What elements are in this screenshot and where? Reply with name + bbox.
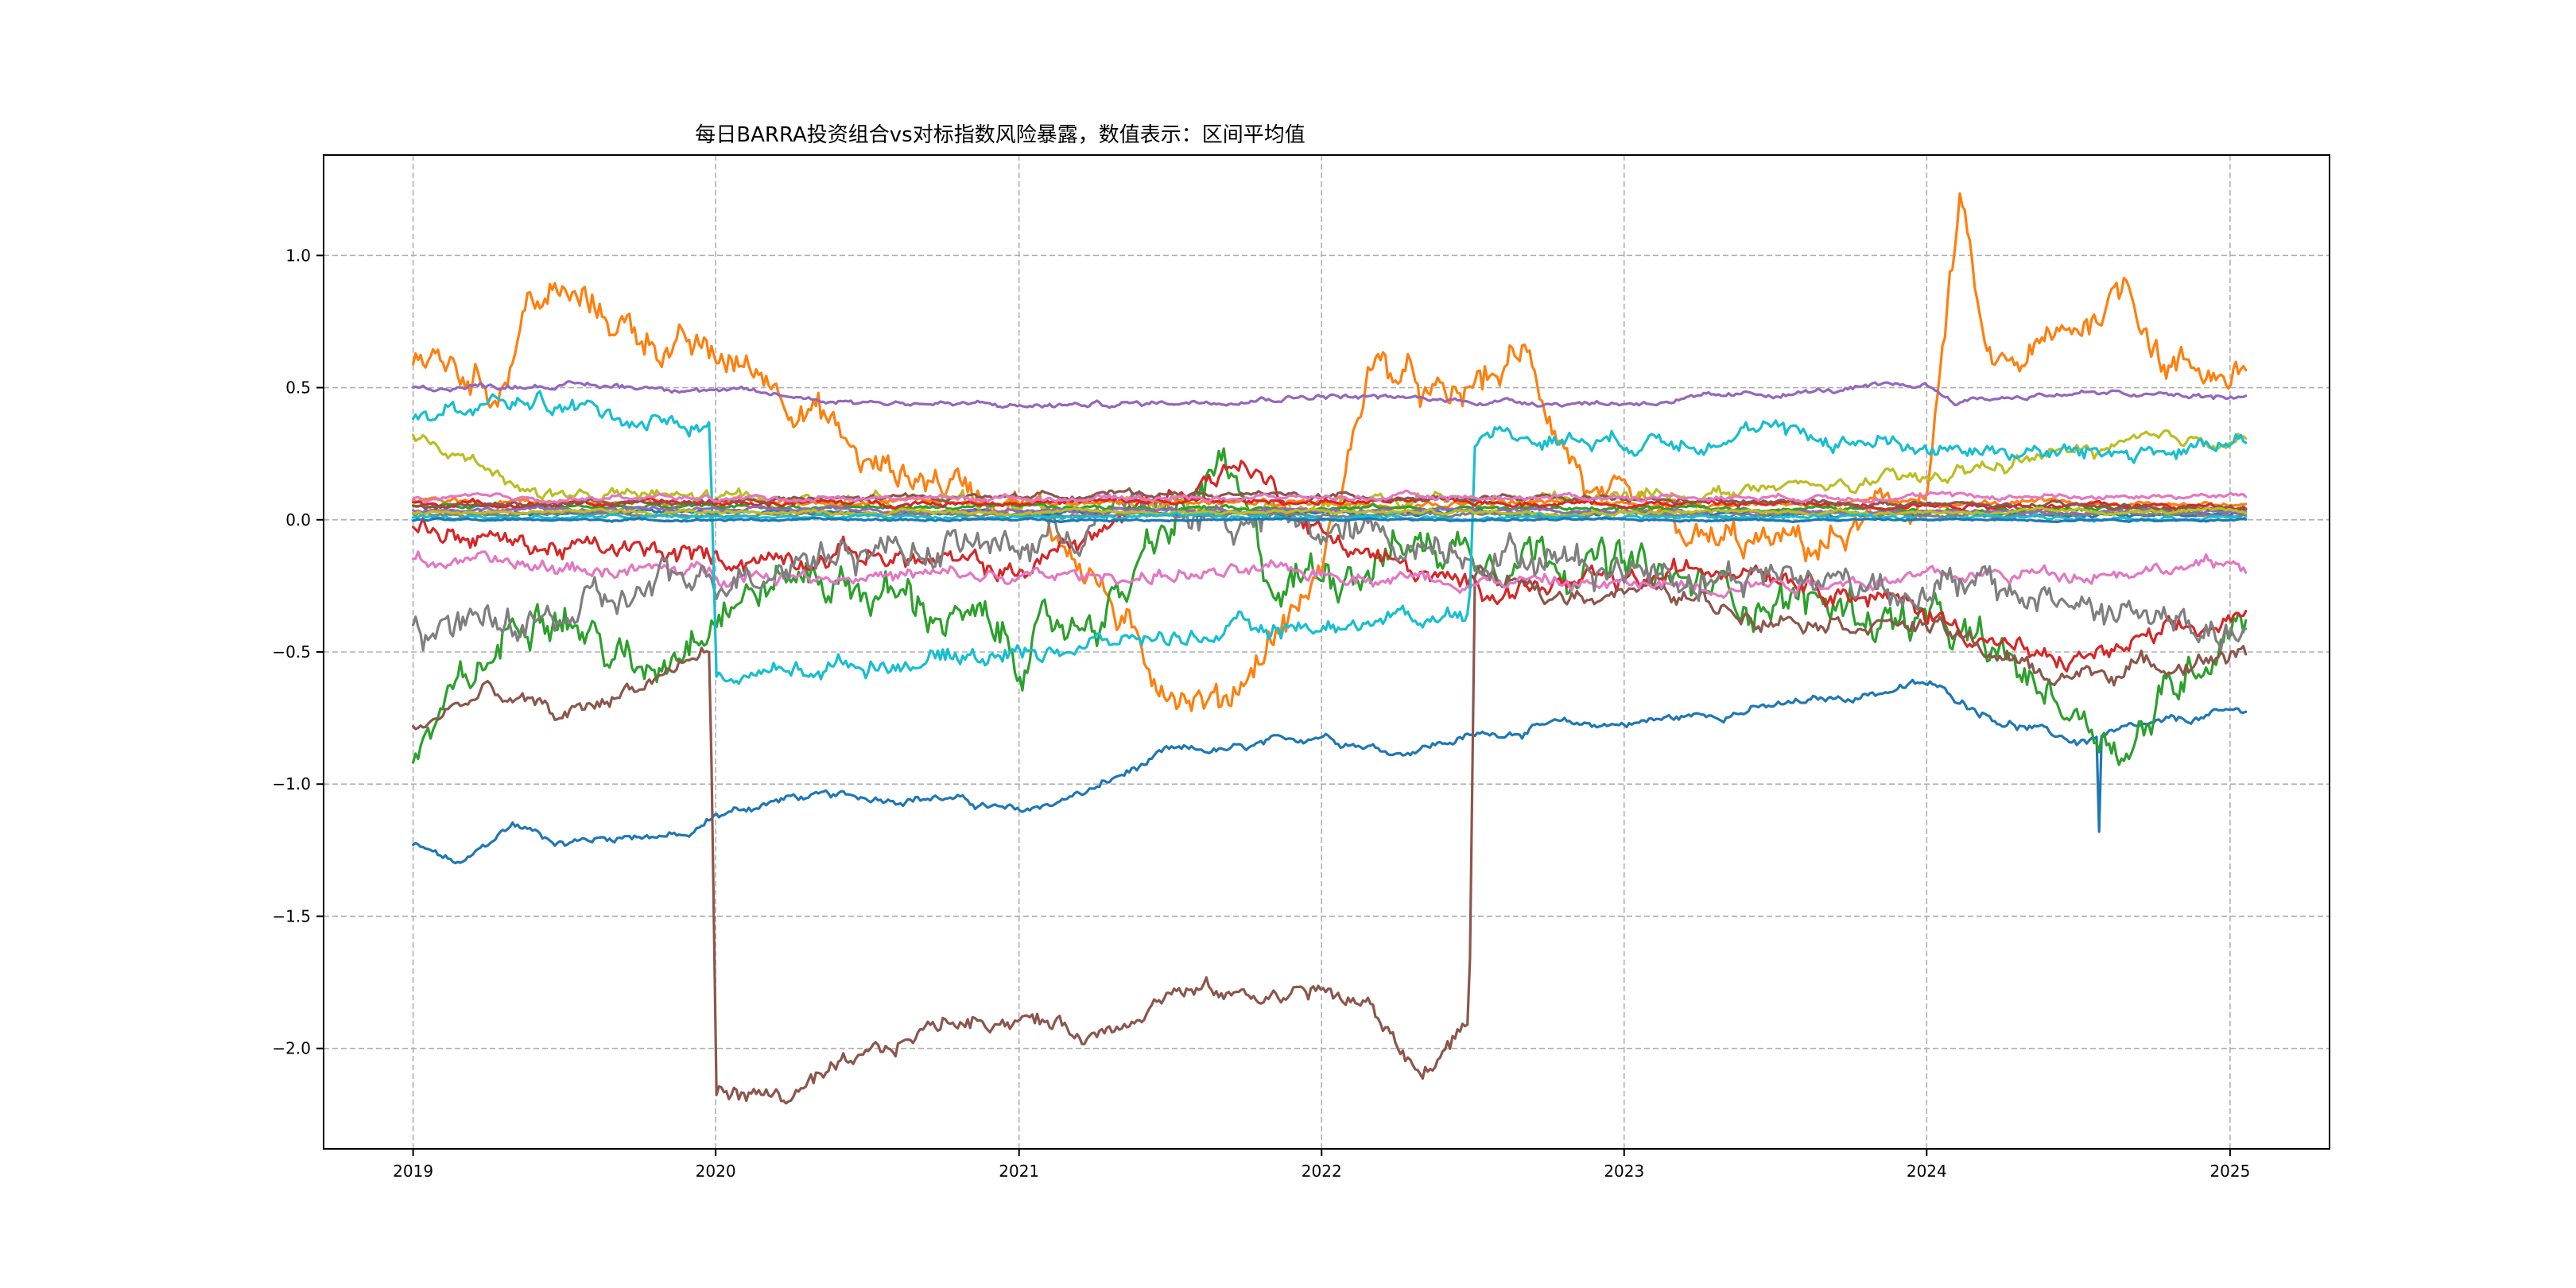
y-tick-label: −0.5	[272, 642, 311, 661]
series-line	[412, 429, 2248, 518]
x-tick-label: 2023	[1604, 1162, 1644, 1181]
series-line	[412, 678, 2248, 865]
y-tick-label: 0.5	[285, 378, 311, 398]
y-tick-label: −1.0	[272, 774, 311, 793]
y-tick-label: 1.0	[285, 246, 311, 265]
series-line	[412, 390, 2248, 685]
series-line	[412, 516, 2248, 524]
axes: 2019 2020 2021 2022 2023 2024 2025 1.0 0.5 0.0 −0.…	[272, 154, 2330, 1181]
x-tick-label: 2020	[696, 1162, 736, 1181]
series-line	[412, 192, 2248, 712]
plot-frame	[323, 154, 2330, 1150]
x-tick-label: 2019	[393, 1162, 433, 1181]
series-line	[412, 564, 2248, 1105]
chart-title: 每日BARRA投资组合vs对标指数风险暴露，数值表示：区间平均值	[695, 123, 1305, 147]
series-line	[412, 447, 2248, 766]
x-tick-label: 2022	[1302, 1162, 1342, 1181]
x-tick-label: 2021	[999, 1162, 1039, 1181]
y-tick-label: −2.0	[272, 1039, 311, 1058]
x-tick-label: 2025	[2209, 1162, 2250, 1181]
x-tick-label: 2024	[1907, 1162, 1947, 1181]
series-line	[412, 489, 2248, 505]
series-line	[412, 550, 2248, 599]
series-line	[412, 380, 2248, 409]
series-line	[412, 490, 2248, 652]
y-tick-label: 0.0	[285, 510, 311, 530]
series-line	[412, 460, 2248, 673]
series-line	[412, 506, 2248, 518]
y-tick-label: −1.5	[272, 906, 311, 925]
series-lines	[412, 192, 2248, 1105]
